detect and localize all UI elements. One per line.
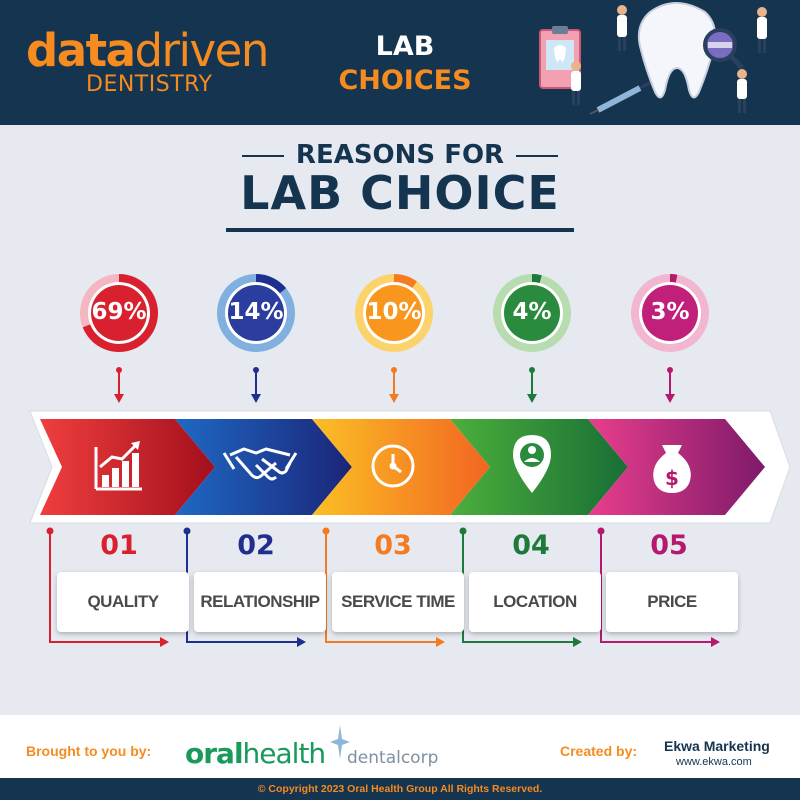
percent-circle-quality: 69% [77,271,161,355]
reason-number-service-time: 03 [374,530,412,561]
data-driven-dentistry-logo: datadriven DENTISTRY [26,24,269,97]
dental-lab-illustration [539,2,767,115]
logo-wordmark: datadriven [26,24,269,77]
percent-label: 69% [91,299,147,325]
reason-label-price: PRICE [606,572,738,632]
reason-label-relationship: RELATIONSHIP [194,572,326,632]
connector-arrows [114,367,675,403]
dentalcorp-star-icon [330,725,350,759]
syringe-icon [589,81,651,115]
reason-number-relationship: 02 [237,530,275,561]
brought-to-you-label: Brought to you by: [26,743,152,759]
oralhealth-logo: oralhealth [185,737,326,770]
handshake-icon [222,447,298,481]
connector-arrow-relationship [251,367,261,403]
percent-label: 4% [512,299,552,325]
label-brackets [46,527,720,647]
created-by-label: Created by: [560,743,638,759]
subtitle-reasons-for: REASONS FOR [0,140,800,170]
bracket-quality [46,527,169,647]
bracket-price [597,527,720,647]
chevron-band: $ [29,410,791,524]
percent-ring [493,274,571,352]
ekwa-website[interactable]: www.ekwa.com [676,756,752,768]
growth-chart-icon [94,441,142,491]
percent-circle-service-time: 10% [352,271,436,355]
ekwa-marketing-name: Ekwa Marketing [664,738,770,754]
percent-ring [80,274,159,352]
percent-label: 3% [650,299,690,325]
percent-ring [217,274,295,352]
bracket-service-time [322,527,445,647]
header-title: LAB CHOICES [330,30,480,98]
logo-subtitle: DENTISTRY [86,72,213,97]
title-dash-left [241,154,284,157]
svg-text:$: $ [665,466,679,490]
subtitle-text: REASONS FOR [295,140,505,170]
connector-arrow-location [527,367,537,403]
percent-label: 14% [228,299,284,325]
connector-arrow-price [665,367,675,403]
header-title-line2: CHOICES [338,65,472,96]
header-title-line1: LAB [375,31,435,62]
bracket-location [459,527,582,647]
percent-label: 10% [366,299,422,325]
header-banner: datadriven DENTISTRY LAB CHOICES [0,0,800,125]
reason-number-location: 04 [512,530,550,561]
percent-circle-relationship: 14% [214,271,298,355]
magnifier-icon [703,28,744,70]
bracket-relationship [183,527,306,647]
percent-circle-location: 4% [490,271,574,355]
title-underline [226,228,574,232]
reason-label-service-time: SERVICE TIME [332,572,464,632]
doctor-figures-icon [571,5,767,113]
percent-ring [631,274,709,352]
clipboard-icon [539,26,581,89]
clock-icon [371,444,415,488]
reason-number-quality: 01 [100,530,138,561]
chevron-segment-service-time [312,419,490,515]
percent-circle-price: 3% [628,271,712,355]
location-pin-icon [513,435,551,493]
dentalcorp-logo: dentalcorp [347,748,439,768]
copyright-bar: © Copyright 2023 Oral Health Group All R… [0,778,800,800]
connector-arrow-quality [114,367,124,403]
tooth-icon [637,2,717,99]
page-title: LAB CHOICE [240,166,560,220]
reason-number-price: 05 [650,530,688,561]
connector-arrow-service-time [389,367,399,403]
title-dash-right [516,154,559,157]
percent-ring [355,274,433,352]
chevron-segment-relationship [175,419,352,515]
reason-label-location: LOCATION [469,572,601,632]
money-bag-icon: $ [653,445,691,493]
reason-label-quality: QUALITY [57,572,189,632]
